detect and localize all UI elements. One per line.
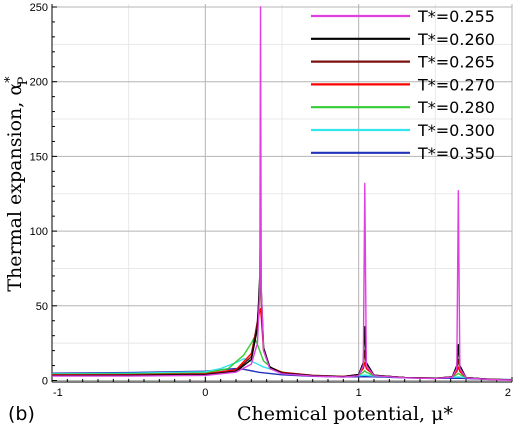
y-axis-title-sub: P [16, 76, 31, 85]
y-tick-label: 150 [30, 151, 48, 163]
x-axis-title: Chemical potential, μ* [237, 403, 453, 425]
panel-label: (b) [8, 403, 35, 425]
y-tick-labels: 0 50 100 150 200 250 [30, 2, 48, 388]
x-tick-label: -1 [53, 387, 63, 399]
legend-label: T*=0.350 [417, 144, 495, 163]
legend-label: T*=0.280 [417, 98, 495, 117]
y-tick-label: 0 [42, 376, 48, 388]
legend-label: T*=0.265 [417, 53, 495, 72]
y-tick-label: 100 [30, 226, 48, 238]
legend-label: T*=0.260 [417, 30, 495, 49]
legend: T*=0.255 T*=0.260 T*=0.265 T*=0.270 T*=0.280… [311, 7, 495, 163]
y-axis-title-group: Thermal expansion, α*P [3, 76, 31, 292]
legend-label: T*=0.300 [417, 121, 495, 140]
x-tick-label: 1 [356, 387, 362, 399]
y-axis-title-sup: * [3, 76, 18, 83]
y-axis-title-main: Thermal expansion, α [4, 83, 26, 292]
legend-label: T*=0.255 [417, 7, 495, 26]
y-tick-label: 50 [36, 301, 48, 313]
plot-lines [51, 6, 513, 381]
legend-label: T*=0.270 [417, 75, 495, 94]
series-line [52, 6, 513, 381]
x-tick-label: 2 [505, 387, 511, 399]
x-tick-label: 0 [202, 387, 208, 399]
y-tick-label: 200 [30, 77, 48, 89]
y-tick-label: 250 [30, 2, 48, 14]
axes [51, 4, 513, 383]
y-axis-title: Thermal expansion, α*P [3, 76, 31, 292]
x-tick-labels: -1 0 1 2 [53, 387, 511, 399]
